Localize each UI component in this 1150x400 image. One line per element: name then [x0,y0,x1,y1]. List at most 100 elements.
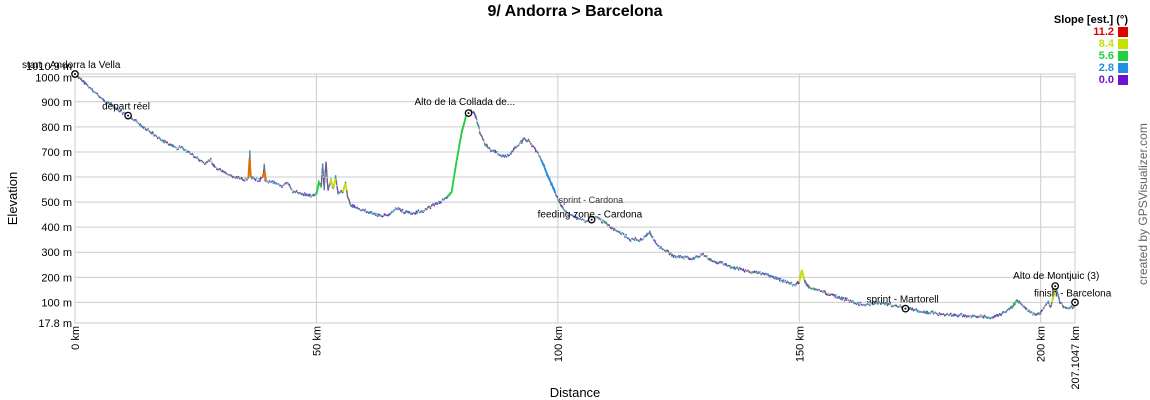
profile-segment [666,249,669,251]
profile-segment [949,312,952,315]
plot-area [74,73,1076,324]
profile-segment [1040,309,1043,313]
profile-segment [623,236,626,239]
profile-segment [857,303,861,307]
profile-segment [243,179,246,182]
profile-segment [219,167,222,171]
legend-value: 11.2 [1093,26,1114,38]
waypoint-label: départ réel [102,102,150,113]
x-tick-label: 150 km [794,326,806,362]
waypoint-label: Alto de la Collada de... [415,97,516,108]
profile-segment [1018,300,1021,303]
profile-segment [811,288,813,291]
y-tick-label: 800 m [41,122,72,134]
profile-segment [224,171,227,174]
waypoint-marker-dot [904,307,907,310]
profile-segment [145,129,148,132]
profile-segment [872,303,875,306]
waypoint-label: sprint - Martorell [866,295,938,306]
y-tick-label: 200 m [41,272,72,284]
profile-segment [759,271,762,273]
slope-highlight [261,169,267,182]
waypoint-marker-dot [127,114,130,117]
profile-segment [177,148,180,151]
profile-segment [104,102,107,105]
profile-segment [183,149,186,152]
legend-swatch [1118,63,1128,73]
profile-segment [223,170,226,173]
profile-segment [790,281,793,284]
profile-segment [405,210,408,213]
waypoint-label: start - Andorra la Vella [22,60,121,71]
y-tick-label: 1000 m [35,73,72,85]
profile-segment [441,198,444,201]
profile-segment [625,233,628,236]
slope-highlight [540,159,557,194]
legend-value: 2.8 [1098,62,1114,74]
y-tick-label: 100 m [41,297,72,309]
profile-segment [497,153,500,156]
profile-segment [120,109,123,111]
legend-swatch [1118,51,1128,61]
profile-segment [302,194,305,197]
profile-segment [791,284,794,287]
profile-segment [808,285,811,288]
profile-segment [1005,310,1008,314]
legend-swatch [1118,27,1128,37]
profile-segment [280,186,284,189]
profile-segment [983,314,986,317]
profile-segment [667,249,670,253]
profile-segment [659,245,663,249]
profile-segment [690,258,693,261]
profile-segment [121,113,124,115]
y-tick-label: 700 m [41,147,72,159]
profile-segment [513,145,517,149]
profile-segment [530,145,533,148]
profile-segment [245,178,249,181]
legend-entry: 5.6 [1030,50,1130,62]
profile-segment [382,215,385,218]
profile-segment [720,260,723,264]
profile-segment [859,301,862,304]
slope-highlight [247,158,252,179]
profile-segment [242,179,245,182]
y-tick-label: 17.8 m [38,318,72,330]
profile-segment [599,218,602,220]
legend-swatch [1118,75,1128,85]
y-tick-label: 300 m [41,247,72,259]
profile-segment [574,215,577,217]
legend-title: Slope [est.] (°) [1053,14,1128,26]
profile-segment [519,139,523,142]
profile-segment [1069,306,1072,308]
profile-segment [598,217,601,220]
profile-segment [472,111,476,114]
profile-segment [842,296,845,299]
profile-segment [602,219,605,222]
profile-segment [291,191,294,194]
profile-segment [237,175,240,178]
profile-segment [149,131,152,134]
y-tick-label: 900 m [41,97,72,109]
profile-segment [643,235,646,238]
profile-segment [863,304,867,307]
profile-segment [117,110,121,113]
profile-segment [434,202,437,205]
profile-segment [960,312,963,315]
profile-segment [567,214,570,217]
profile-segment [694,254,698,258]
profile-segment [110,102,113,106]
profile-segment [431,202,434,205]
waypoint-label: sprint - Cardona [559,195,624,205]
slope-legend: Slope [est.] (°) 11.2 8.4 5.6 2.8 0.0 [1030,14,1130,86]
profile-segment [381,215,384,218]
waypoint-label: Alto de Montjuic (3) [1013,271,1099,282]
profile-segment [251,176,254,178]
profile-segment [988,317,991,320]
profile-segment [217,168,220,171]
waypoint-marker-dot [1074,301,1076,304]
x-tick-label: 207.1047 km [1070,326,1082,390]
slope-highlight [342,183,348,193]
profile-segment [401,208,404,211]
profile-segment [364,208,367,211]
